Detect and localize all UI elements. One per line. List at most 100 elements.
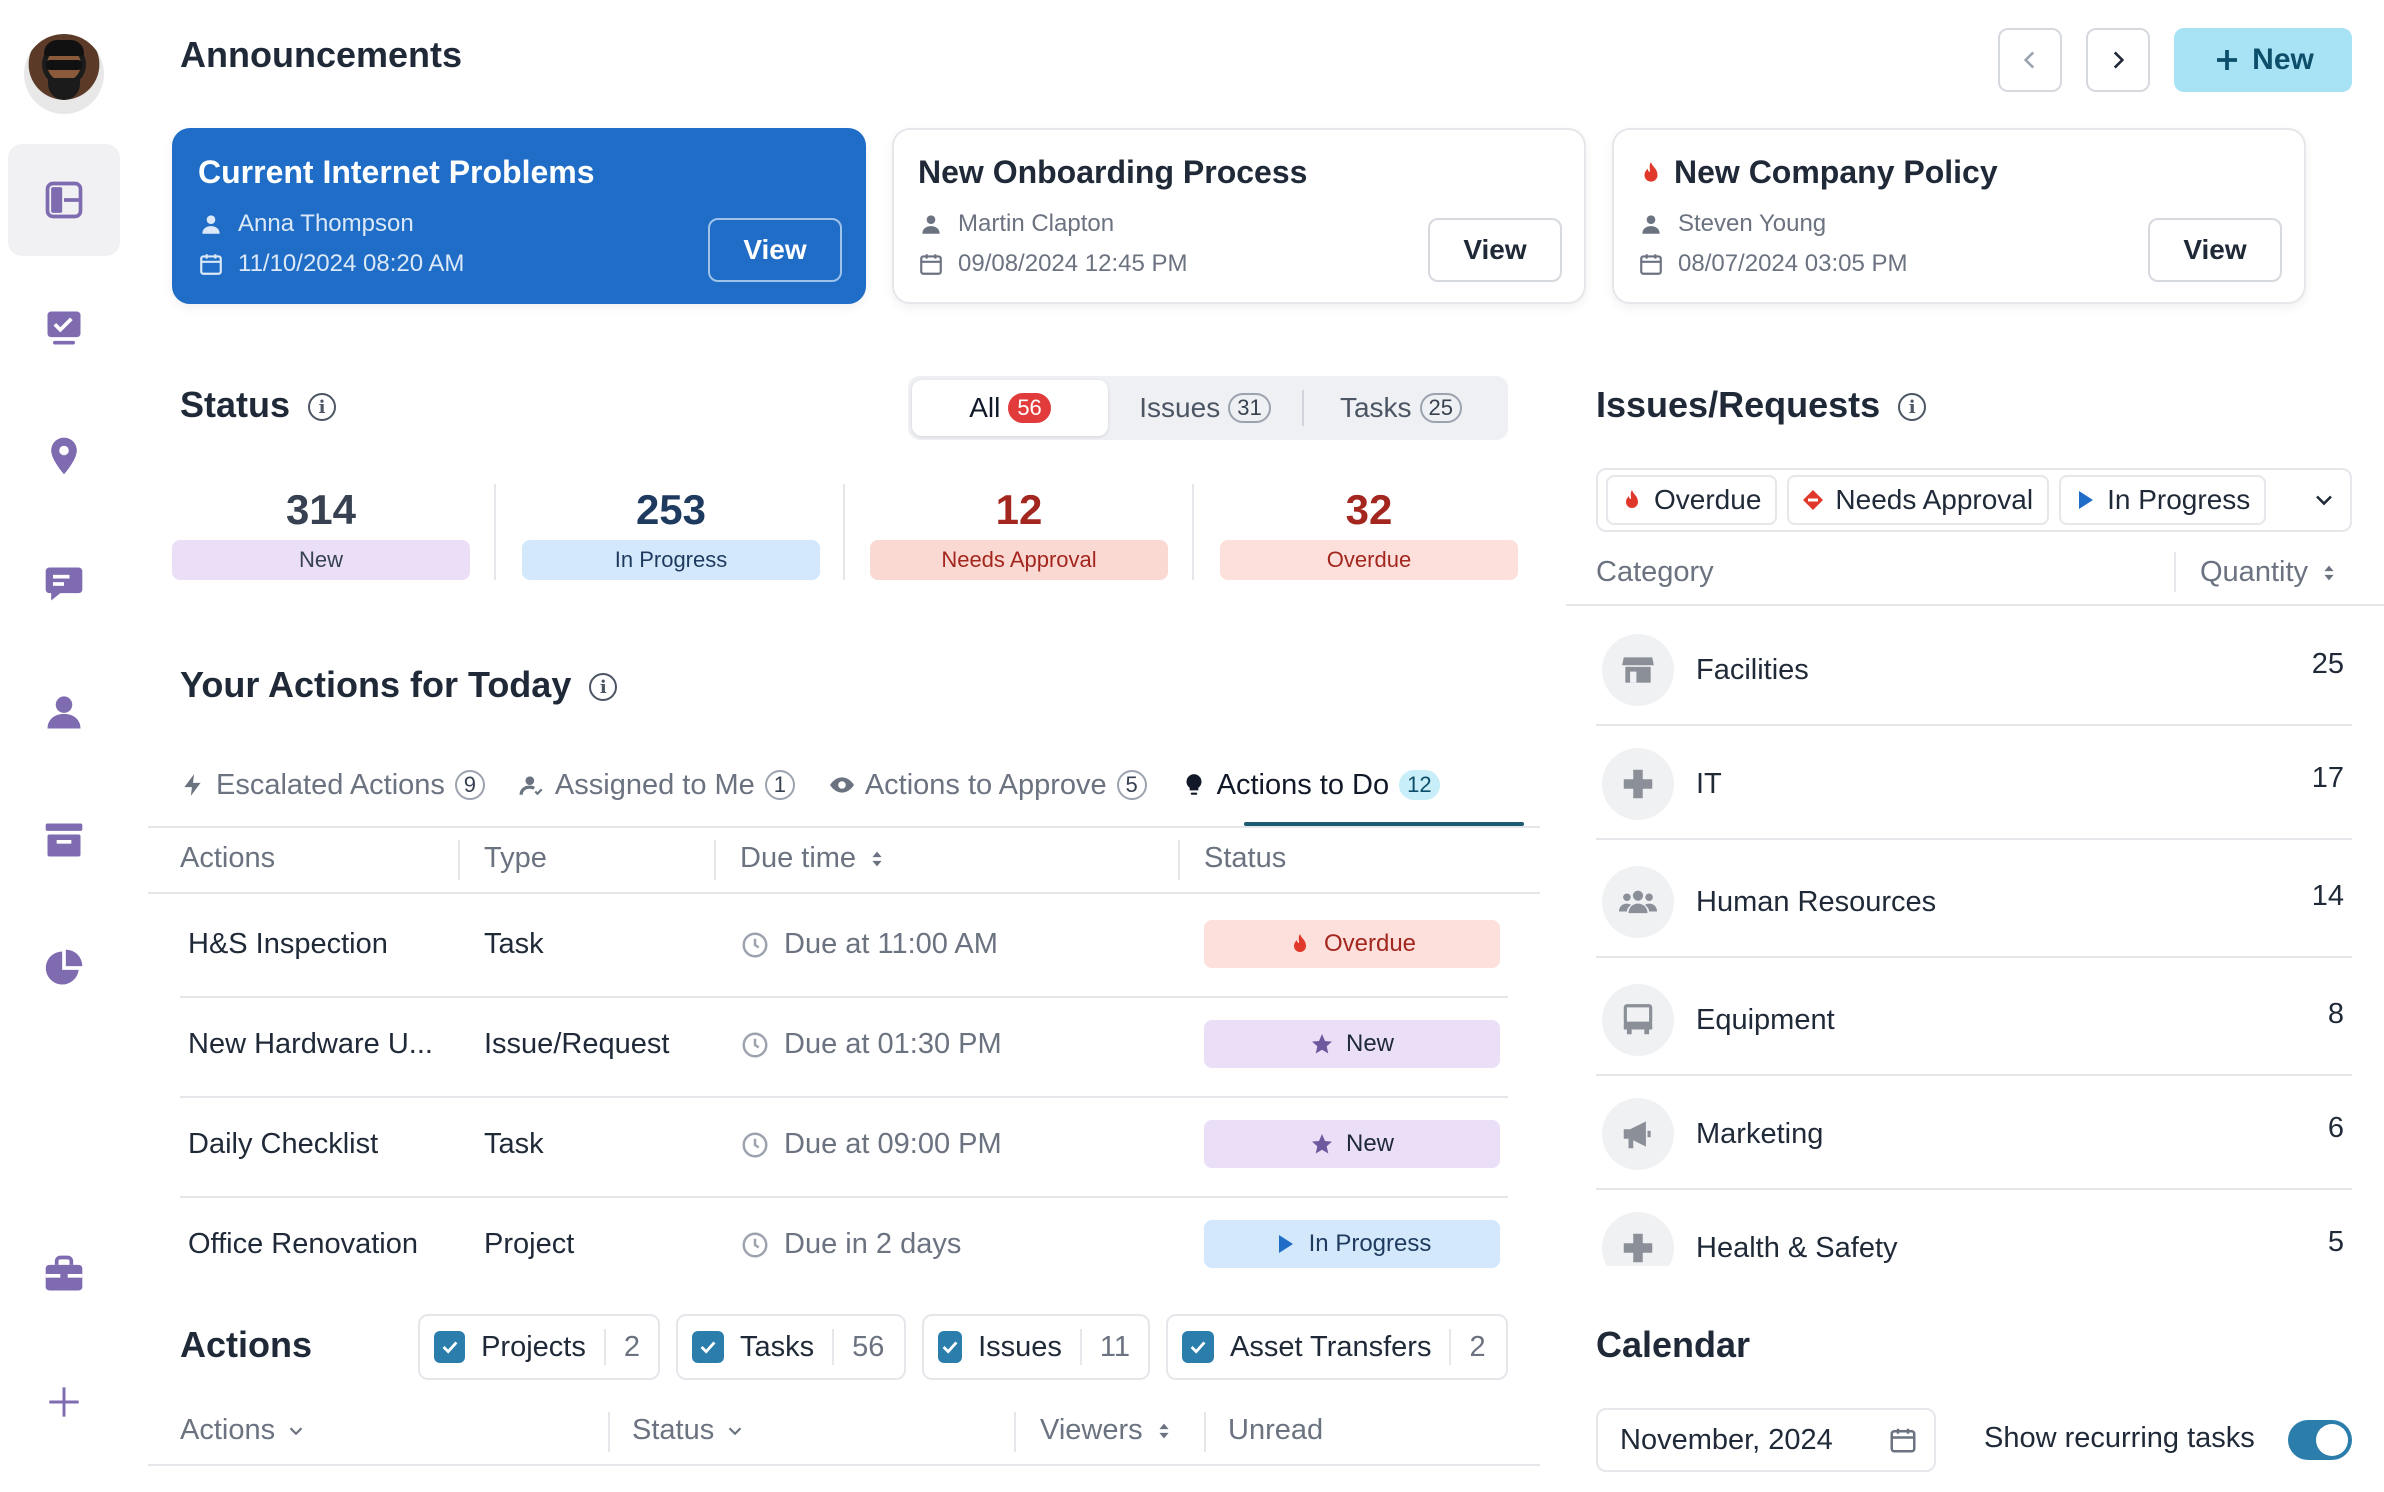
checkbox[interactable] bbox=[434, 1331, 466, 1363]
sort-icon bbox=[2324, 565, 2334, 580]
actions-title: Actions bbox=[180, 1324, 313, 1365]
nav-tasks[interactable] bbox=[8, 272, 120, 384]
divider bbox=[180, 1196, 1508, 1198]
prev-button[interactable] bbox=[1998, 28, 2062, 92]
month-picker[interactable]: November, 2024 bbox=[1596, 1408, 1936, 1472]
avatar[interactable] bbox=[24, 34, 104, 114]
plus-cross-icon bbox=[1623, 769, 1653, 799]
stat-needs-approval[interactable]: 12 Needs Approval bbox=[870, 480, 1168, 580]
nav-add[interactable] bbox=[8, 1346, 120, 1458]
column-header-type[interactable]: Type bbox=[484, 842, 547, 874]
column-header-label: Due time bbox=[740, 842, 857, 874]
tab-actions-to-approve[interactable]: Actions to Approve 5 bbox=[829, 760, 1147, 810]
announcement-title: New Onboarding Process bbox=[918, 154, 1308, 190]
nav-users[interactable] bbox=[8, 656, 120, 768]
month-picker-value: November, 2024 bbox=[1620, 1423, 1833, 1456]
chevron-down-icon bbox=[289, 1426, 303, 1435]
segment-all[interactable]: All 56 bbox=[912, 380, 1108, 436]
category-row-equipment[interactable]: Equipment 8 bbox=[1596, 962, 2352, 1076]
tab-label: Assigned to Me bbox=[554, 768, 755, 801]
view-button[interactable]: View bbox=[708, 218, 842, 282]
view-button[interactable]: View bbox=[1428, 218, 1562, 282]
column-header-label: Actions bbox=[180, 1414, 276, 1446]
category-icon-wrap bbox=[1602, 748, 1674, 820]
checkbox[interactable] bbox=[1182, 1331, 1214, 1363]
nav-dashboard[interactable] bbox=[8, 144, 120, 256]
column-header-quantity[interactable]: Quantity bbox=[2200, 556, 2340, 589]
row-action: H&S Inspection bbox=[188, 928, 388, 960]
segment-tasks[interactable]: Tasks 25 bbox=[1304, 380, 1498, 436]
chevron-down-icon[interactable] bbox=[2310, 486, 2338, 514]
calendar-title: Calendar bbox=[1596, 1324, 1751, 1365]
filter-chip-needs-approval[interactable]: Needs Approval bbox=[1787, 475, 2050, 525]
calendar-icon bbox=[200, 254, 222, 275]
info-icon[interactable]: i bbox=[308, 393, 337, 422]
issues-filter-select[interactable]: Overdue Needs Approval In Progress bbox=[1596, 468, 2352, 532]
tab-escalated-actions[interactable]: Escalated Actions 9 bbox=[180, 760, 485, 810]
stop-diamond-icon bbox=[1803, 490, 1824, 510]
column-header-status[interactable]: Status bbox=[1204, 842, 1287, 874]
column-divider bbox=[458, 840, 460, 880]
filter-count: 2 bbox=[603, 1329, 658, 1365]
filter-tasks[interactable]: Tasks 56 bbox=[676, 1314, 906, 1380]
stat-in-progress[interactable]: 253 In Progress bbox=[522, 480, 820, 580]
new-button[interactable]: New bbox=[2174, 28, 2352, 92]
nav-messages[interactable] bbox=[8, 528, 120, 640]
column-divider bbox=[608, 1412, 610, 1452]
tab-count: 9 bbox=[454, 770, 485, 800]
category-row-health-safety[interactable]: Health & Safety 5 bbox=[1596, 1190, 2352, 1266]
status-badge: Overdue bbox=[1204, 920, 1500, 968]
column-header-actions[interactable]: Actions bbox=[180, 842, 276, 874]
column-divider bbox=[714, 840, 716, 880]
filter-asset-transfers[interactable]: Asset Transfers 2 bbox=[1166, 1314, 1508, 1380]
column-header-due-time[interactable]: Due time bbox=[740, 842, 888, 875]
next-button[interactable] bbox=[2086, 28, 2150, 92]
people-icon bbox=[1619, 890, 1657, 914]
nav-briefcase[interactable] bbox=[8, 1218, 120, 1330]
nav-reports[interactable] bbox=[8, 912, 120, 1024]
column-header-status[interactable]: Status bbox=[632, 1414, 746, 1447]
segment-issues[interactable]: Issues 31 bbox=[1108, 380, 1302, 436]
nav-locations[interactable] bbox=[8, 400, 120, 512]
status-segmented-control: All 56 Issues 31 Tasks 25 bbox=[908, 376, 1508, 440]
checklist-icon bbox=[47, 311, 81, 345]
filter-chip-in-progress[interactable]: In Progress bbox=[2059, 475, 2267, 525]
fire-icon bbox=[1644, 161, 1658, 182]
stat-new[interactable]: 314 New bbox=[172, 480, 470, 580]
row-due: Due at 01:30 PM bbox=[740, 1028, 1002, 1061]
tab-label: Actions to Approve bbox=[864, 768, 1107, 801]
announcement-card[interactable]: New Company Policy Steven Young 08/07/20… bbox=[1612, 128, 2306, 304]
info-icon[interactable]: i bbox=[589, 673, 618, 702]
filter-chip-overdue[interactable]: Overdue bbox=[1606, 475, 1778, 525]
filter-projects[interactable]: Projects 2 bbox=[418, 1314, 660, 1380]
column-divider bbox=[2174, 552, 2176, 592]
category-row-marketing[interactable]: Marketing 6 bbox=[1596, 1076, 2352, 1190]
column-header-viewers[interactable]: Viewers bbox=[1040, 1414, 1175, 1447]
clock-icon bbox=[742, 1132, 768, 1157]
tab-actions-to-do[interactable]: Actions to Do 12 bbox=[1181, 760, 1440, 810]
stat-overdue[interactable]: 32 Overdue bbox=[1220, 480, 1518, 580]
category-name: IT bbox=[1696, 768, 1722, 800]
announcement-card[interactable]: New Onboarding Process Martin Clapton 09… bbox=[892, 128, 1586, 304]
view-button[interactable]: View bbox=[2148, 218, 2282, 282]
category-row-facilities[interactable]: Facilities 25 bbox=[1596, 612, 2352, 726]
column-divider bbox=[1204, 1412, 1206, 1452]
filter-label: Asset Transfers bbox=[1230, 1330, 1432, 1363]
announcement-card[interactable]: Current Internet Problems Anna Thompson … bbox=[172, 128, 866, 304]
row-due: Due in 2 days bbox=[740, 1228, 961, 1261]
nav-archive[interactable] bbox=[8, 784, 120, 896]
column-header-category[interactable]: Category bbox=[1596, 556, 1714, 588]
filter-label: Issues bbox=[978, 1330, 1062, 1363]
checkbox[interactable] bbox=[938, 1331, 963, 1363]
column-header-unread[interactable]: Unread bbox=[1228, 1414, 1324, 1446]
checkbox[interactable] bbox=[692, 1331, 724, 1363]
chevron-right-icon bbox=[2113, 51, 2125, 69]
tab-count: 5 bbox=[1116, 770, 1147, 800]
filter-issues[interactable]: Issues 11 bbox=[922, 1314, 1150, 1380]
info-icon[interactable]: i bbox=[1898, 393, 1927, 422]
category-row-it[interactable]: IT 17 bbox=[1596, 726, 2352, 840]
tab-assigned-to-me[interactable]: Assigned to Me 1 bbox=[519, 760, 795, 810]
recurring-tasks-toggle[interactable] bbox=[2288, 1420, 2352, 1460]
column-header-actions[interactable]: Actions bbox=[180, 1414, 307, 1447]
category-row-human-resources[interactable]: Human Resources 14 bbox=[1596, 844, 2352, 958]
